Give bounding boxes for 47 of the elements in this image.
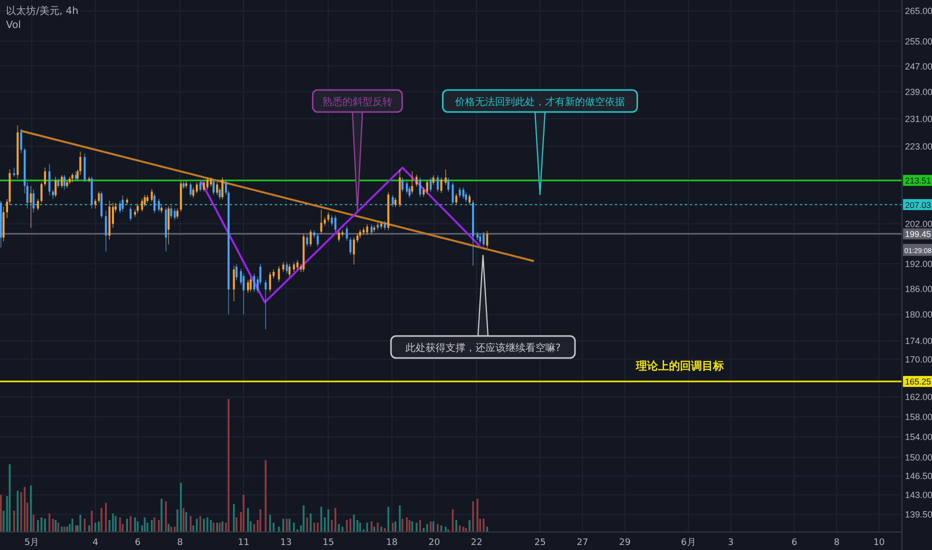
y-tick-label: 223.00 <box>905 141 932 152</box>
y-tick-label: 146.50 <box>905 471 932 482</box>
x-tick-label: 4 <box>92 538 98 548</box>
y-tick-label: 174.00 <box>905 336 932 346</box>
x-tick-label: 13 <box>280 538 292 548</box>
ref-line-label: 理论上的回调目标 <box>635 359 724 372</box>
y-tick-label: 170.00 <box>905 354 932 364</box>
x-tick-label: 8 <box>177 538 184 548</box>
y-tick-label: 265.00 <box>905 6 932 16</box>
y-tick-label: 150.00 <box>905 452 932 463</box>
y-tick-label: 192.00 <box>905 258 932 269</box>
x-tick-label: 11 <box>238 538 250 548</box>
y-tick-label: 143.00 <box>905 490 932 500</box>
y-tick-label: 158.00 <box>905 412 932 422</box>
x-tick-label: 29 <box>619 538 631 548</box>
y-tick-label: 207.03 <box>905 200 932 210</box>
annotation: 价格无法回到此处，才有新的做空依据 <box>454 96 625 108</box>
x-tick-label: 15 <box>322 538 334 548</box>
chart-title: Vol <box>6 20 21 31</box>
y-tick-label: 154.00 <box>905 432 932 442</box>
y-tick-label: 165.25 <box>905 376 932 387</box>
x-tick-label: 6 <box>791 538 798 548</box>
text: 以太坊/美元, 4h <box>6 5 78 17</box>
x-tick-label: 22 <box>470 538 482 548</box>
y-tick-label: 202.00 <box>905 219 932 230</box>
y-tick-label: 139.50 <box>905 510 932 520</box>
y-tick-label: 180.00 <box>905 310 932 320</box>
y-tick-label: 199.45 <box>905 229 932 240</box>
x-tick-label: 5月 <box>24 538 40 548</box>
y-tick-label: 247.00 <box>905 61 932 72</box>
x-tick-label: 6 <box>134 538 141 548</box>
x-tick-label: 25 <box>534 538 546 548</box>
x-tick-label: 8 <box>834 538 840 548</box>
y-tick-label: 213.51 <box>905 176 932 186</box>
y-tick-label: 162.00 <box>905 392 932 402</box>
x-tick-label: 27 <box>576 538 588 548</box>
y-tick-label: 231.00 <box>905 114 932 124</box>
x-tick-label: 10 <box>873 538 886 548</box>
y-tick-label: 255.00 <box>905 36 932 46</box>
x-tick-label: 3 <box>728 538 734 548</box>
x-tick-label: 18 <box>386 538 398 548</box>
x-tick-label: 6月 <box>681 538 696 548</box>
y-tick-label: 239.00 <box>905 87 932 98</box>
x-tick-label: 20 <box>428 538 440 548</box>
annotation: 此处获得支撑，还应该继续看空嘛? <box>405 342 561 354</box>
y-tick-label: 186.00 <box>905 284 932 294</box>
annotation: 熟悉的斜型反转 <box>322 96 392 108</box>
